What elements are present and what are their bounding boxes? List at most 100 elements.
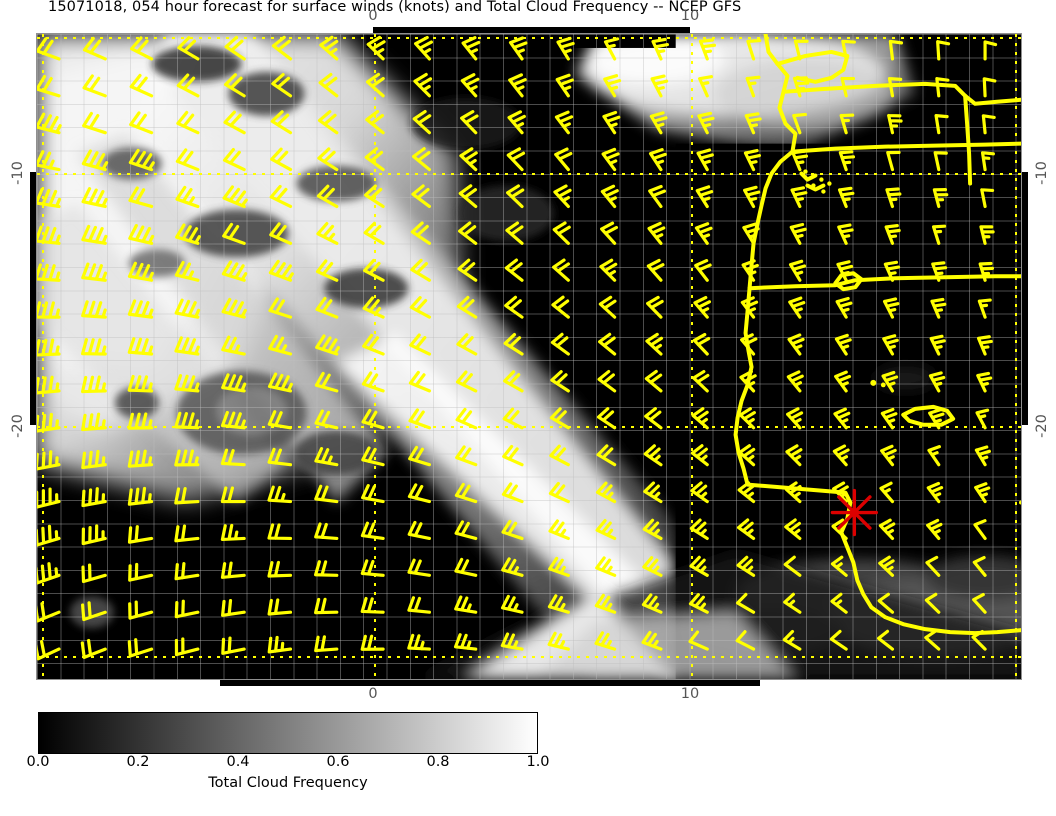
wind-barb: [972, 555, 987, 577]
wind-barb: [508, 36, 528, 61]
wind-barb: [174, 374, 200, 393]
map-plot-area[interactable]: [36, 33, 1022, 680]
wind-barb: [461, 36, 481, 61]
wind-barb: [885, 187, 902, 209]
wind-barb: [128, 600, 154, 620]
wind-barb: [129, 73, 154, 98]
wind-barb: [980, 188, 995, 209]
wind-barb: [130, 36, 154, 61]
wind-barb: [789, 222, 807, 245]
wind-barb: [980, 151, 995, 172]
wind-barb: [641, 593, 663, 614]
wind-barb: [879, 481, 895, 504]
wind-barb: [176, 110, 200, 135]
wind-barb: [887, 76, 903, 98]
wind-barb: [174, 562, 200, 581]
wind-barb: [221, 636, 246, 655]
wind-barb: [739, 370, 757, 393]
wind-barb: [128, 224, 155, 245]
wind-barb: [175, 148, 200, 172]
wind-barb: [365, 109, 385, 135]
wind-barb: [976, 335, 993, 356]
wind-barb: [743, 185, 761, 209]
wind-barb: [267, 372, 293, 393]
wind-barb: [409, 333, 431, 356]
wind-barb: [740, 333, 758, 356]
wind-barb: [37, 112, 62, 135]
wind-barb: [979, 225, 995, 245]
wind-barb: [792, 112, 807, 135]
colorbar-gradient: [38, 712, 538, 754]
wind-barb: [81, 300, 107, 319]
wind-barb: [362, 296, 385, 319]
wind-barb: [784, 481, 802, 504]
wind-barb: [504, 258, 524, 282]
wind-barb: [553, 184, 572, 209]
chart-title: 15071018, 054 hour forecast for surface …: [48, 0, 742, 15]
wind-barb: [37, 375, 61, 395]
y-tick-label-left-m20: -20: [9, 414, 26, 438]
wind-barb: [548, 481, 570, 504]
wind-barb: [641, 630, 663, 651]
wind-barb: [878, 555, 895, 577]
wind-barb: [318, 72, 339, 98]
wind-barb: [502, 407, 524, 430]
wind-barb: [888, 39, 904, 61]
wind-barb: [834, 333, 852, 356]
wind-barb: [838, 150, 856, 172]
wind-barb: [551, 295, 570, 319]
wind-barb: [737, 481, 756, 504]
wind-barb: [548, 556, 570, 577]
colorbar-caption: Total Cloud Frequency: [208, 775, 368, 791]
wind-barb: [81, 224, 108, 245]
wind-barb: [883, 260, 901, 282]
wind-barb: [698, 75, 714, 98]
wind-barb: [364, 147, 385, 172]
wind-barb: [926, 481, 944, 504]
wind-barb: [37, 37, 61, 61]
wind-barb: [37, 602, 61, 623]
wind-barb: [316, 184, 339, 209]
wind-barb: [174, 486, 200, 505]
wind-barb: [409, 296, 431, 319]
wind-barb: [694, 222, 713, 245]
wind-barb: [597, 369, 617, 393]
wind-barb: [600, 221, 619, 245]
wind-barb: [983, 40, 998, 61]
wind-barb: [407, 483, 431, 504]
wind-barb: [454, 482, 478, 504]
wind-barb: [127, 337, 154, 356]
wind-barb: [81, 375, 107, 394]
wind-barb: [174, 260, 200, 282]
wind-barb: [933, 151, 948, 172]
wind-barb: [926, 518, 943, 541]
wind-barb: [736, 518, 756, 541]
wind-barb: [927, 445, 941, 467]
wind-barb: [363, 221, 385, 245]
wind-barb: [221, 335, 246, 356]
wind-barb: [738, 407, 756, 430]
wind-barb: [82, 111, 107, 135]
wind-barb: [552, 221, 571, 245]
wind-barb: [460, 73, 480, 98]
wind-barb: [696, 148, 714, 172]
wind-barb: [603, 37, 620, 61]
wind-barb: [549, 407, 570, 430]
wind-barb: [127, 412, 154, 430]
wind-barb: [830, 592, 848, 614]
y-tick-label-left-m10: -10: [9, 161, 26, 185]
wind-barb: [220, 561, 246, 579]
wind-barb: [503, 370, 524, 393]
wind-barb: [832, 444, 850, 467]
wind-barb: [689, 518, 709, 541]
wind-barb: [598, 332, 617, 356]
wind-barb: [790, 186, 808, 209]
wind-barb: [315, 259, 339, 282]
wind-barb: [128, 148, 155, 172]
station-marker-overlay[interactable]: [37, 34, 1021, 679]
wind-barb: [507, 110, 526, 135]
wind-barb: [224, 35, 246, 61]
wind-barb: [692, 369, 710, 393]
wind-barb: [929, 334, 946, 356]
wind-barb: [973, 519, 987, 541]
